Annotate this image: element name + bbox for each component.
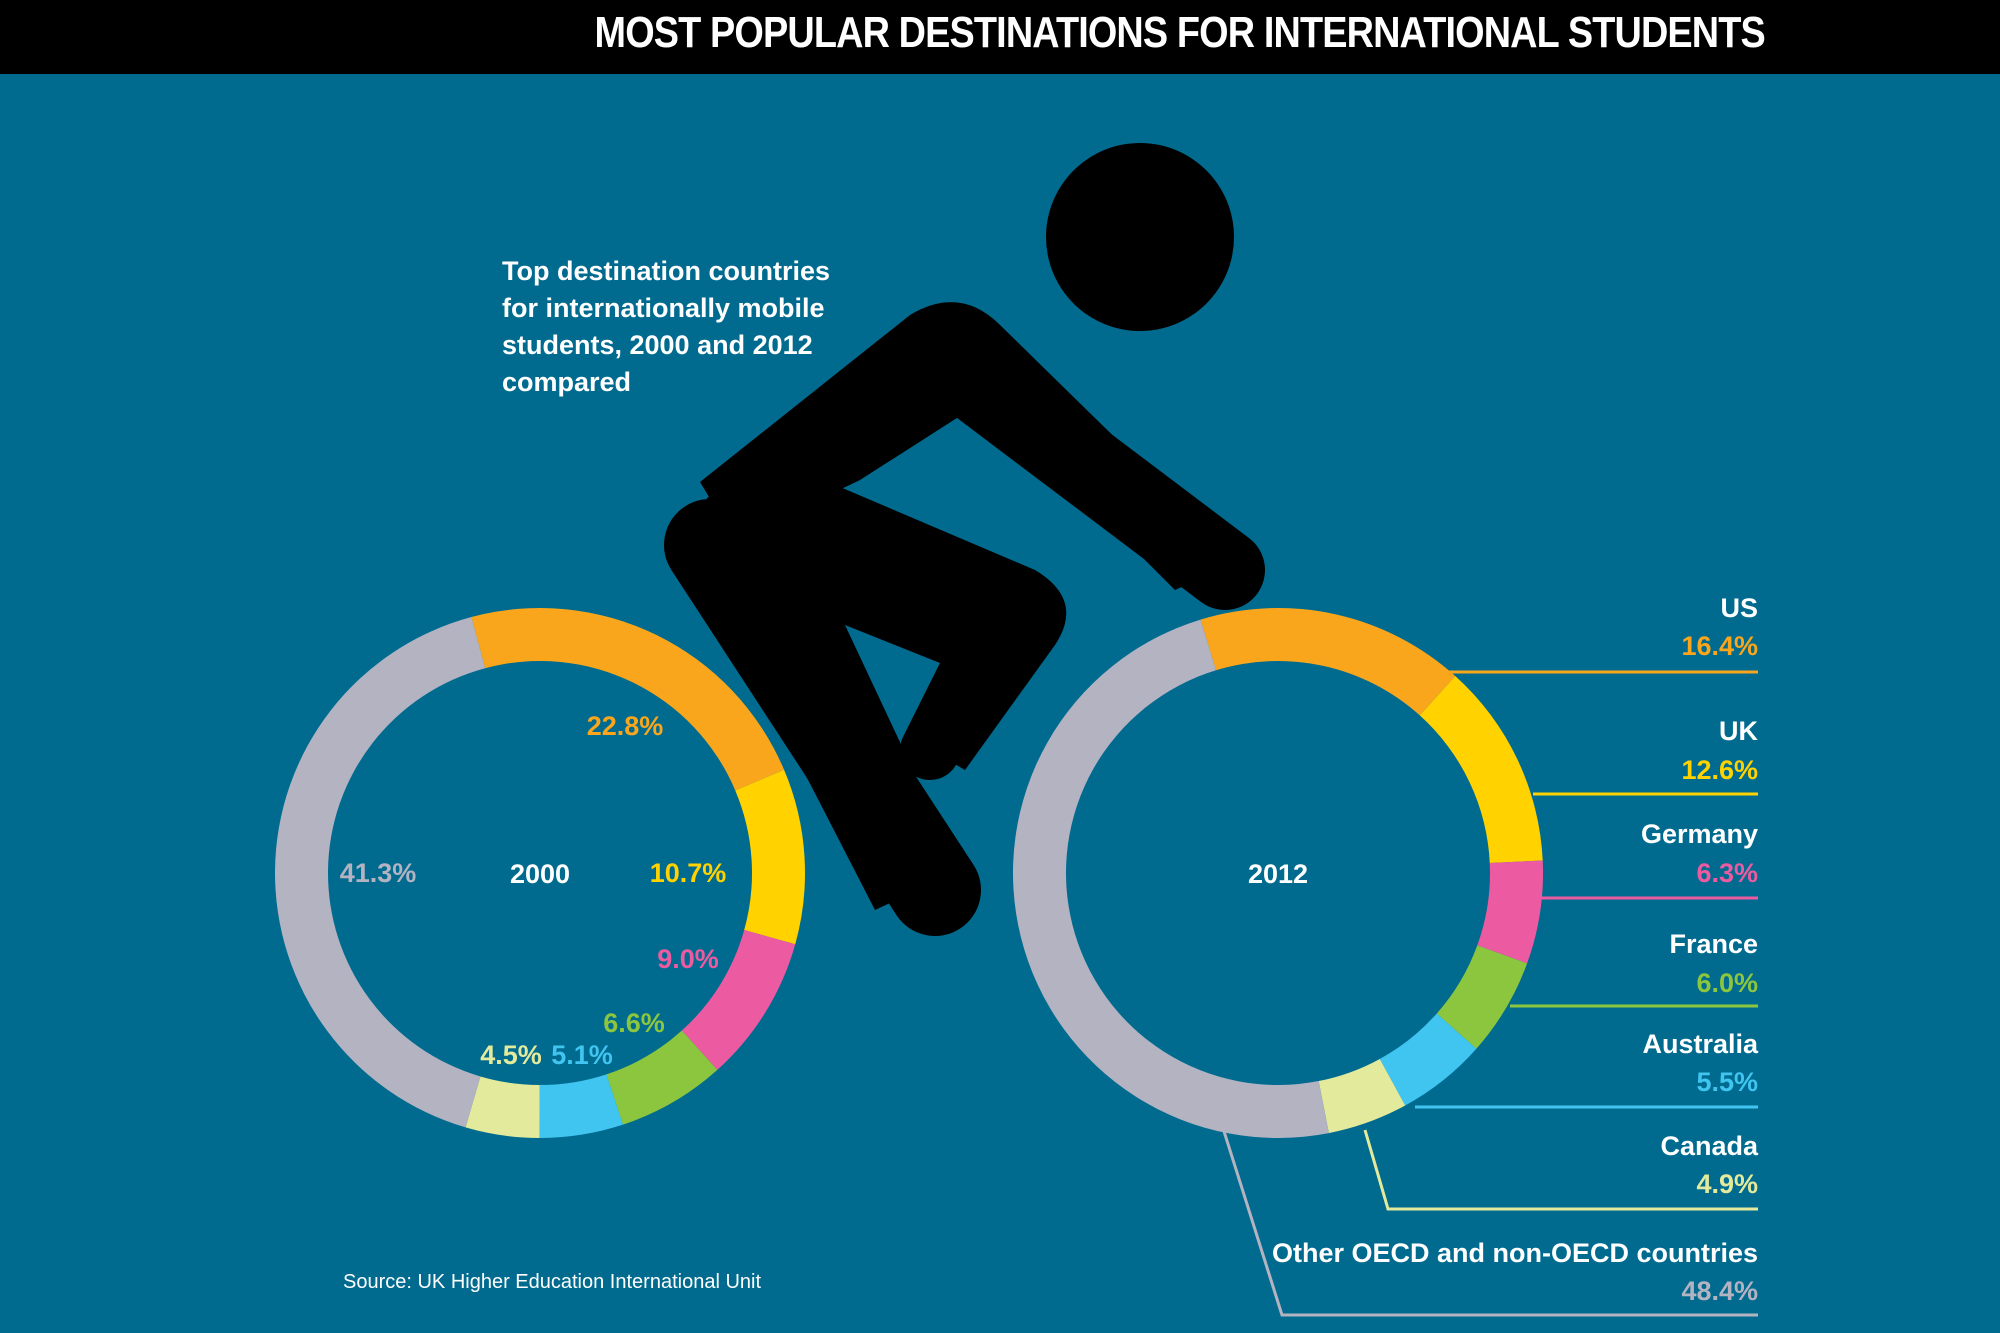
slice-other xyxy=(275,617,486,1128)
slice-germany xyxy=(681,930,796,1070)
slice-label-australia: 5.1% xyxy=(551,1040,613,1070)
slice-germany xyxy=(1477,860,1543,964)
slice-canada xyxy=(1318,1058,1406,1134)
slice-france xyxy=(606,1030,718,1125)
leader-line-canada xyxy=(1363,1129,1758,1211)
legend-name-other: Other OECD and non-OECD countries xyxy=(1272,1238,1758,1268)
legend-name-us: US xyxy=(1720,593,1758,623)
donut-chart-2012: 2012 xyxy=(1012,607,1543,1139)
slice-canada xyxy=(465,1076,540,1138)
page-title: MOST POPULAR DESTINATIONS FOR INTERNATIO… xyxy=(594,8,1766,57)
center-label: 2000 xyxy=(510,859,570,889)
slice-us xyxy=(471,607,785,791)
slice-australia xyxy=(1379,1013,1477,1106)
legend-value-uk: 12.6% xyxy=(1681,755,1758,785)
legend-2012: US 16.4% UK 12.6% Germany 6.3% France 6.0% Austr… xyxy=(1220,593,1759,1317)
leader-line-other xyxy=(1220,1124,1758,1317)
slice-australia xyxy=(539,1074,623,1138)
legend-name-uk: UK xyxy=(1719,716,1758,746)
legend-value-canada: 4.9% xyxy=(1696,1169,1758,1199)
legend-value-other: 48.4% xyxy=(1681,1276,1758,1306)
donut-chart-2000: 22.8% 10.7% 9.0% 6.6%5.1% 4.5% 41.3% 2000 xyxy=(275,607,806,1138)
slice-uk xyxy=(735,769,806,945)
legend-name-australia: Australia xyxy=(1642,1029,1759,1059)
chart-subtitle: Top destination countries for internatio… xyxy=(502,256,831,397)
legend-name-france: France xyxy=(1669,929,1758,959)
slice-other xyxy=(1012,619,1329,1139)
legend-value-france: 6.0% xyxy=(1696,968,1758,998)
slice-label-other: 41.3% xyxy=(340,858,417,888)
legend-value-australia: 5.5% xyxy=(1696,1067,1758,1097)
slice-label-canada: 4.5% xyxy=(480,1040,542,1070)
slice-uk xyxy=(1419,676,1543,863)
slice-us xyxy=(1200,607,1456,716)
slice-france xyxy=(1436,945,1528,1049)
slice-label-france: 6.6% xyxy=(603,1008,665,1038)
slice-label-germany: 9.0% xyxy=(657,944,719,974)
cyclist-icon xyxy=(664,143,1265,936)
legend-name-germany: Germany xyxy=(1641,819,1758,849)
legend-name-canada: Canada xyxy=(1660,1131,1759,1161)
slice-label-us: 22.8% xyxy=(587,711,664,741)
legend-value-germany: 6.3% xyxy=(1696,858,1758,888)
legend-value-us: 16.4% xyxy=(1681,631,1758,661)
center-label: 2012 xyxy=(1248,859,1308,889)
title-bar: MOST POPULAR DESTINATIONS FOR INTERNATIO… xyxy=(0,0,2000,74)
source-note: Source: UK Higher Education Internationa… xyxy=(343,1271,762,1293)
slice-label-uk: 10.7% xyxy=(650,858,727,888)
